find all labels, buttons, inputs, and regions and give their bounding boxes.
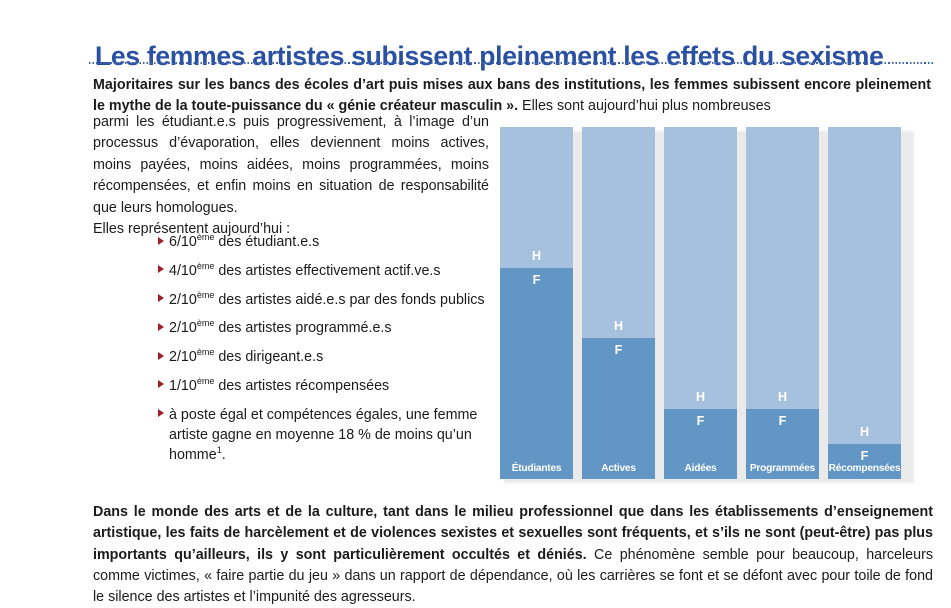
triangle-bullet-icon (158, 294, 164, 303)
segment-label-f: F (696, 413, 705, 428)
bullet-text: des étudiant.e.s (214, 234, 320, 250)
bullet-text: à poste égal et compétences égales, une … (169, 406, 478, 464)
bar-segment-hommes: H (664, 127, 737, 409)
segment-label-h: H (859, 424, 870, 439)
bullet-exponent: ème (196, 318, 215, 329)
bar-segment-femmes: F (582, 338, 655, 479)
list-item: 4/10ème des artistes effectivement actif… (158, 261, 488, 281)
bullet-text: des dirigeant.e.s (214, 349, 324, 366)
footnote-marker: 1 (216, 445, 222, 456)
bullet-fraction: 1/10 (169, 377, 197, 394)
segment-label-h: H (613, 319, 624, 334)
outro-bold: Dans le monde des arts et de la culture,… (93, 504, 933, 563)
bar-category-label: Programmées (749, 463, 816, 474)
bar-segment-femmes: F (746, 408, 819, 479)
bullet-exponent: ème (196, 376, 215, 387)
segment-label-f: F (778, 413, 787, 428)
triangle-bullet-icon (158, 322, 164, 331)
bar-category-label: Récompensées (828, 463, 901, 474)
bar-segment-hommes: H (828, 127, 901, 444)
body-left-column: parmi les étudiant.e.s puis progressivem… (93, 112, 489, 241)
bar-category-label: Étudiantes (511, 463, 562, 474)
segment-label-h: H (695, 389, 706, 404)
segment-label-f: F (860, 448, 869, 463)
bar-segment-hommes: H (746, 127, 819, 409)
bullet-fraction: 4/10 (169, 262, 197, 279)
segment-label-h: H (777, 389, 788, 404)
bar-programmees: H F Programmées (746, 127, 819, 479)
body-paragraph: parmi les étudiant.e.s puis progressivem… (93, 114, 489, 216)
bar-aidees: H F Aidées (664, 127, 737, 479)
bar-segment-femmes: F (500, 267, 573, 479)
list-item: 6/10ème des étudiant.e.s (158, 232, 488, 252)
bullet-exponent: ème (196, 289, 215, 300)
page-title: Les femmes artistes subissent pleinement… (95, 40, 884, 71)
bar-segment-hommes: H (500, 127, 573, 268)
triangle-bullet-icon (158, 351, 164, 360)
list-item: à poste égal et compétences égales, une … (158, 405, 488, 466)
list-item: 2/10ème des artistes aidé.e.s par des fo… (158, 290, 488, 310)
bar-etudiantes: H F Étudiantes (500, 127, 573, 479)
intro-lead-regular: Elles sont aujourd’hui plus nombreuses (518, 98, 771, 115)
bar-category-label: Aidées (684, 463, 717, 474)
list-item: 2/10ème des artistes programmé.e.s (158, 318, 488, 338)
bar-actives: H F Actives (582, 127, 655, 479)
segment-label-f: F (614, 343, 623, 358)
bar-recompensees: H F Récompensées (828, 127, 901, 479)
bullet-exponent: ème (196, 232, 215, 243)
bar-segment-hommes: H (582, 127, 655, 339)
title-divider (89, 62, 934, 64)
triangle-bullet-icon (158, 409, 164, 418)
bullet-text: des artistes aidé.e.s par des fonds publ… (214, 291, 485, 308)
list-item: 2/10ème des dirigeant.e.s (158, 347, 488, 367)
list-item: 1/10ème des artistes récompensées (158, 376, 488, 396)
bar-segment-femmes: F (664, 408, 737, 479)
outro-regular: Ce phénomène semble pour beaucoup, harce… (93, 546, 933, 606)
bullet-exponent: ème (196, 261, 215, 272)
segment-label-h: H (531, 248, 542, 263)
bullet-fraction: 2/10 (169, 320, 197, 337)
bullet-text: des artistes effectivement actif.ve.s (214, 262, 441, 279)
triangle-bullet-icon (158, 380, 164, 389)
body-lead-in: Elles représentent aujourd’hui : (93, 221, 291, 238)
bullet-text: des artistes récompensées (214, 377, 390, 394)
evaporation-stacked-bar-chart: H F Étudiantes H F Actives H F Aidées (500, 127, 910, 479)
intro-lead-bold: Majoritaires sur les bancs des écoles d’… (93, 77, 931, 115)
bar-category-label: Actives (601, 463, 636, 474)
outro-paragraph: Dans le monde des arts et de la culture,… (93, 502, 933, 608)
bullet-exponent: ème (196, 347, 215, 358)
intro-paragraph: Majoritaires sur les bancs des écoles d’… (93, 75, 931, 118)
bullet-text: des artistes programmé.e.s (214, 320, 392, 337)
triangle-bullet-icon (158, 265, 164, 274)
bullet-tail: . (221, 447, 226, 464)
triangle-bullet-icon (158, 236, 164, 245)
segment-label-f: F (532, 272, 541, 287)
statistics-list: 6/10ème des étudiant.e.s 4/10ème des art… (158, 232, 488, 466)
bullet-fraction: 2/10 (169, 291, 197, 308)
bullet-fraction: 6/10 (169, 234, 197, 250)
bar-segment-femmes: F (828, 443, 901, 479)
bullet-fraction: 2/10 (169, 349, 197, 366)
